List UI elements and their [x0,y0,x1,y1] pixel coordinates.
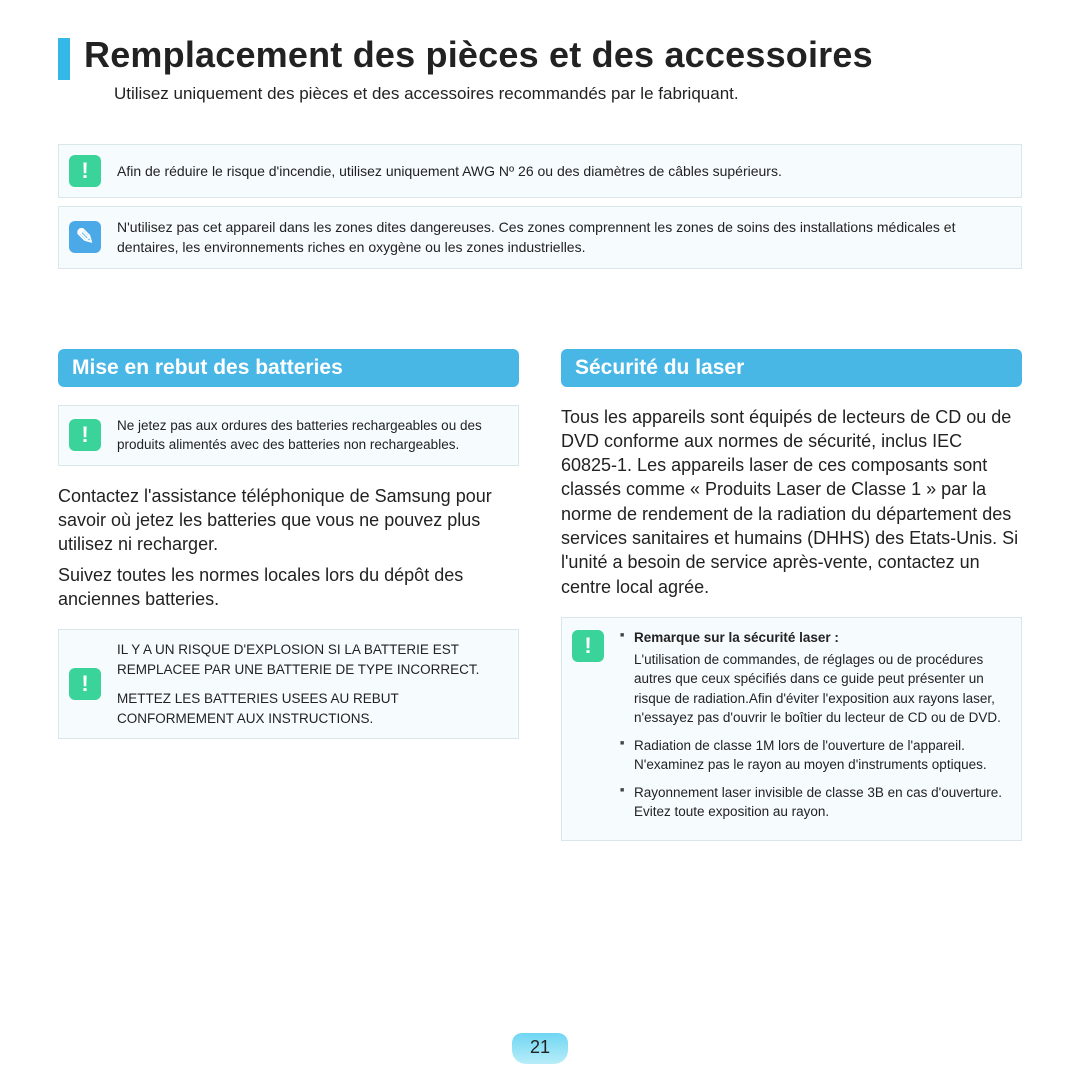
warning-line: IL Y A UN RISQUE D'EXPLOSION SI LA BATTE… [117,640,504,679]
info-box-zones: ✎ N'utilisez pas cet appareil dans les z… [58,206,1022,269]
document-page: Remplacement des pièces et des accessoir… [0,0,1080,1080]
two-column-layout: Mise en rebut des batteries ! Ne jetez p… [58,349,1022,849]
exclamation-icon: ! [69,155,101,187]
section-heading-laser: Sécurité du laser [561,349,1022,387]
page-title: Remplacement des pièces et des accessoir… [84,34,873,76]
title-row: Remplacement des pièces et des accessoir… [58,34,1022,104]
page-subtitle: Utilisez uniquement des pièces et des ac… [114,84,873,104]
list-item: Rayonnement laser invisible de classe 3B… [620,783,1007,822]
paragraph: Contactez l'assistance téléphonique de S… [58,484,519,557]
exclamation-icon: ! [572,630,604,662]
warning-line: METTEZ LES BATTERIES USEES AU REBUT CONF… [117,689,504,728]
paragraph: Tous les appareils sont équipés de lecte… [561,405,1022,599]
warning-text: Afin de réduire le risque d'incendie, ut… [117,161,1007,181]
info-text: N'utilisez pas cet appareil dans les zon… [117,217,1007,258]
bullet-text: L'utilisation de commandes, de réglages … [634,652,1001,726]
paragraph: Suivez toutes les normes locales lors du… [58,563,519,612]
top-notice-area: ! Afin de réduire le risque d'incendie, … [58,144,1022,269]
page-number: 21 [512,1033,568,1064]
warning-box-cable: ! Afin de réduire le risque d'incendie, … [58,144,1022,198]
bullet-text: Radiation de classe 1M lors de l'ouvertu… [634,738,987,773]
section-heading-batteries: Mise en rebut des batteries [58,349,519,387]
laser-bullet-list: Remarque sur la sécurité laser : L'utili… [620,628,1007,830]
pencil-icon: ✎ [69,221,101,253]
bullet-text: Rayonnement laser invisible de classe 3B… [634,785,1002,820]
warning-box-laser: ! Remarque sur la sécurité laser : L'uti… [561,617,1022,841]
list-item: Radiation de classe 1M lors de l'ouvertu… [620,736,1007,775]
exclamation-icon: ! [69,668,101,700]
warning-box-battery-dispose: ! Ne jetez pas aux ordures des batteries… [58,405,519,466]
warning-box-battery-explosion: ! IL Y A UN RISQUE D'EXPLOSION SI LA BAT… [58,629,519,739]
accent-bar [58,38,70,80]
warning-text: IL Y A UN RISQUE D'EXPLOSION SI LA BATTE… [117,640,504,728]
title-block: Remplacement des pièces et des accessoir… [84,34,873,104]
column-laser: Sécurité du laser Tous les appareils son… [561,349,1022,849]
list-item: Remarque sur la sécurité laser : L'utili… [620,628,1007,728]
page-number-wrap: 21 [0,1033,1080,1064]
exclamation-icon: ! [69,419,101,451]
column-batteries: Mise en rebut des batteries ! Ne jetez p… [58,349,519,849]
bullet-title: Remarque sur la sécurité laser : [634,628,1007,648]
warning-text: Ne jetez pas aux ordures des batteries r… [117,416,504,455]
